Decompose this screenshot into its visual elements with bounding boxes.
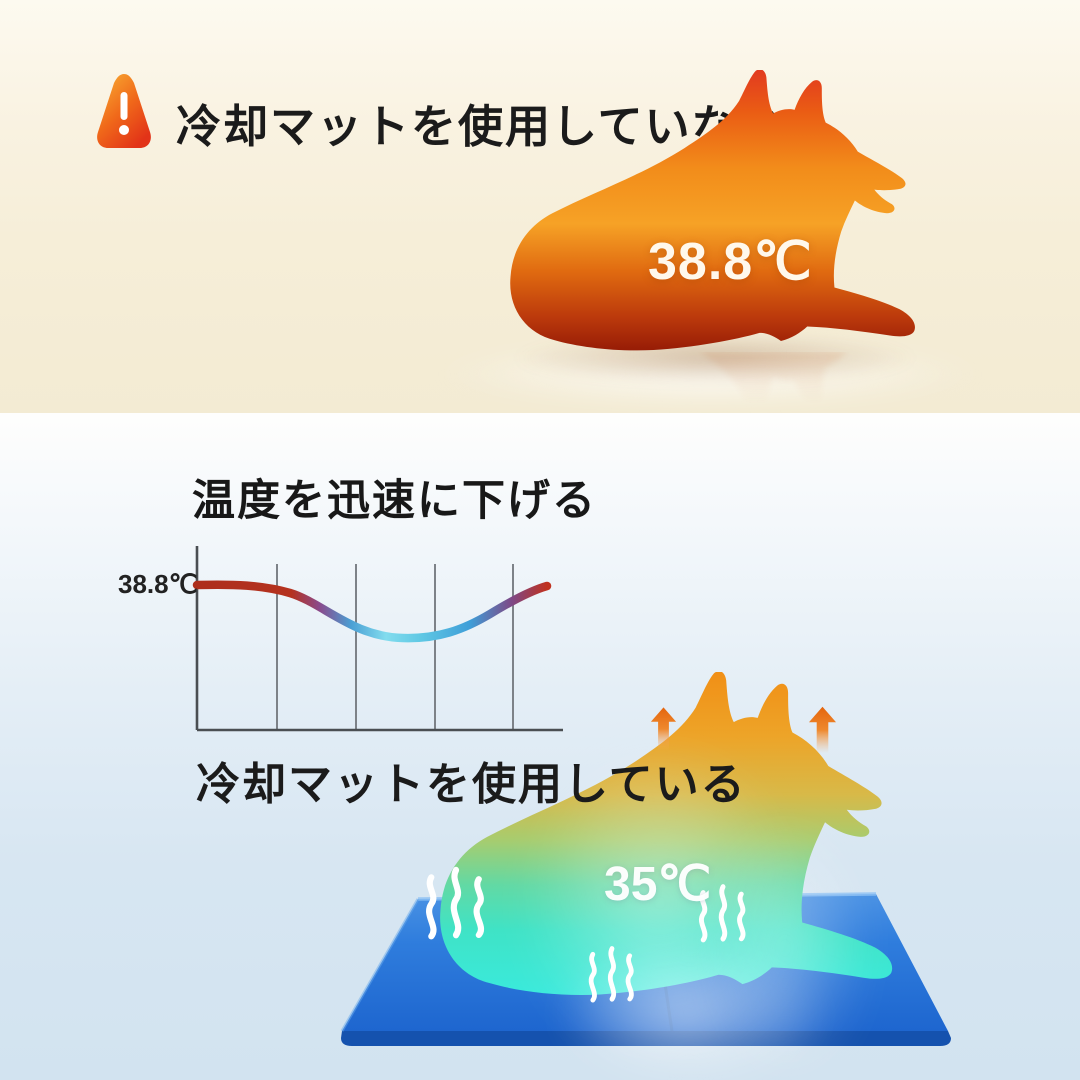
chart-y-axis-label: 38.8℃ bbox=[118, 569, 198, 599]
section-without-mat: 冷却マットを使用していない 38.8℃ bbox=[0, 0, 1080, 414]
floor-glow bbox=[430, 338, 990, 410]
chart-curve bbox=[192, 580, 552, 643]
section-with-mat: 温度を迅速に下げる bbox=[0, 413, 1080, 1080]
heat-arrow-up-icon bbox=[808, 706, 837, 754]
temperature-chart bbox=[192, 546, 563, 732]
hot-dog-temperature: 38.8℃ bbox=[648, 233, 813, 291]
warning-triangle-icon bbox=[97, 74, 151, 148]
cool-dog-temperature: 35℃ bbox=[604, 858, 712, 911]
heat-arrow-up-icon bbox=[650, 707, 677, 751]
steam-waves-icon bbox=[418, 864, 494, 944]
hot-dog-silhouette bbox=[510, 70, 915, 351]
mat-edge bbox=[341, 1031, 951, 1046]
dog-reflection bbox=[494, 352, 922, 414]
chart-title: 温度を迅速に下げる bbox=[192, 477, 597, 525]
no-mat-heading: 冷却マットを使用していない bbox=[176, 101, 786, 152]
chart-axes bbox=[195, 546, 563, 732]
with-mat-heading: 冷却マットを使用している bbox=[196, 760, 747, 809]
steam-waves-icon bbox=[582, 944, 642, 1006]
